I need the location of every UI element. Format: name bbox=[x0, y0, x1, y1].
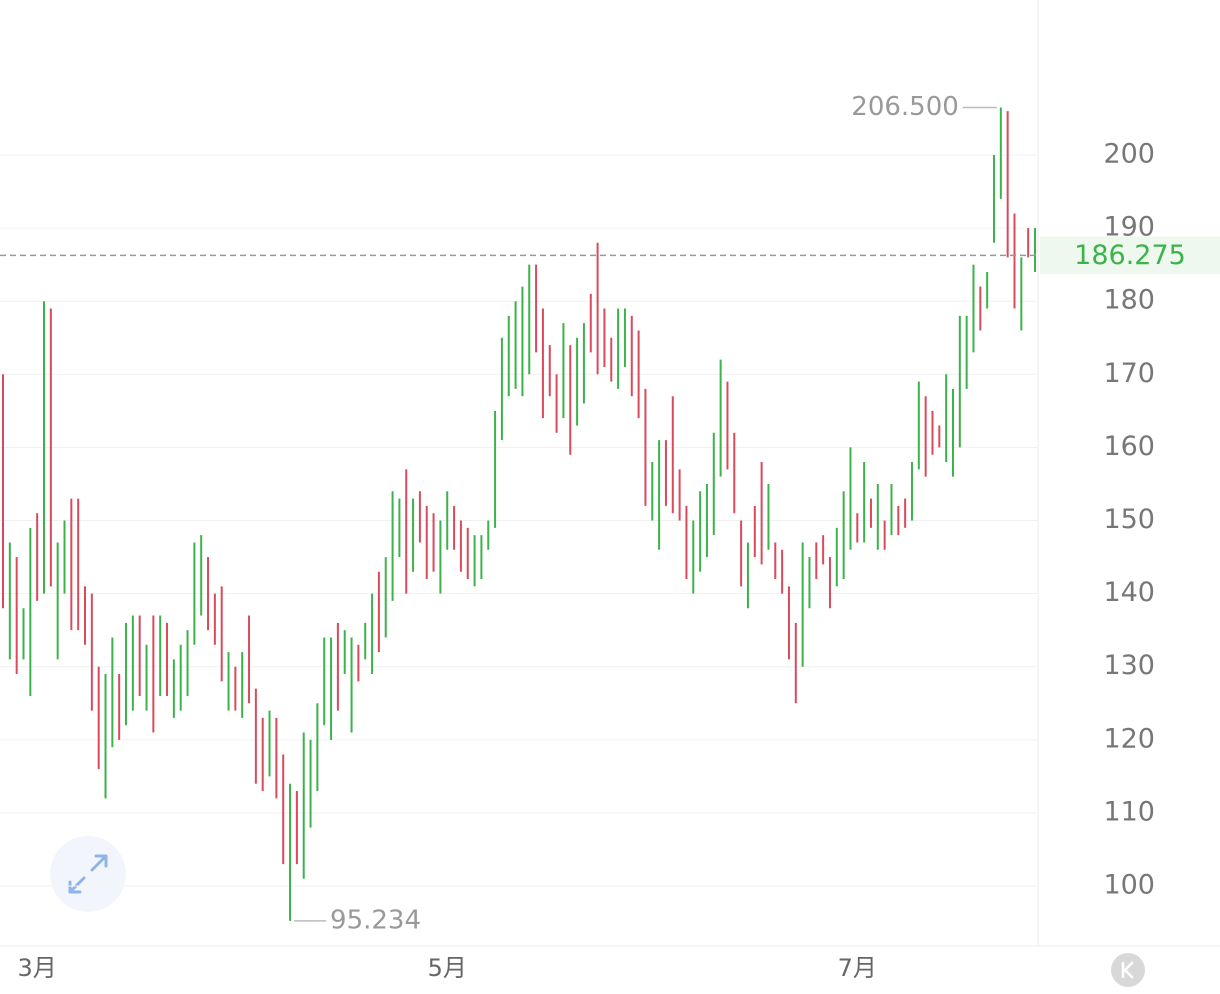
expand-bg bbox=[50, 836, 126, 912]
y-tick-label: 150 bbox=[1103, 504, 1155, 535]
x-tick-label: 7月 bbox=[838, 954, 877, 982]
y-tick-label: 170 bbox=[1103, 358, 1155, 389]
x-tick-label: 3月 bbox=[18, 954, 57, 982]
last-price-box bbox=[1040, 236, 1220, 275]
y-tick-label: 100 bbox=[1103, 870, 1155, 901]
kline-icon bbox=[1121, 961, 1134, 979]
min-label: 95.234 bbox=[330, 905, 421, 935]
last-price-label: 186.275 bbox=[1074, 240, 1186, 271]
y-tick-label: 130 bbox=[1103, 650, 1155, 681]
max-label: 206.500 bbox=[851, 92, 959, 122]
y-tick-label: 110 bbox=[1103, 796, 1155, 827]
expand-button[interactable] bbox=[50, 836, 126, 912]
y-tick-label: 140 bbox=[1103, 577, 1155, 608]
kline-bg bbox=[1111, 953, 1145, 987]
y-tick-label: 120 bbox=[1103, 723, 1155, 754]
y-tick-label: 180 bbox=[1103, 285, 1155, 316]
expand-icon bbox=[68, 854, 108, 894]
y-tick-label: 200 bbox=[1103, 138, 1155, 169]
kline-button[interactable] bbox=[1111, 953, 1145, 987]
y-tick-label: 160 bbox=[1103, 431, 1155, 462]
x-tick-label: 5月 bbox=[428, 954, 467, 982]
